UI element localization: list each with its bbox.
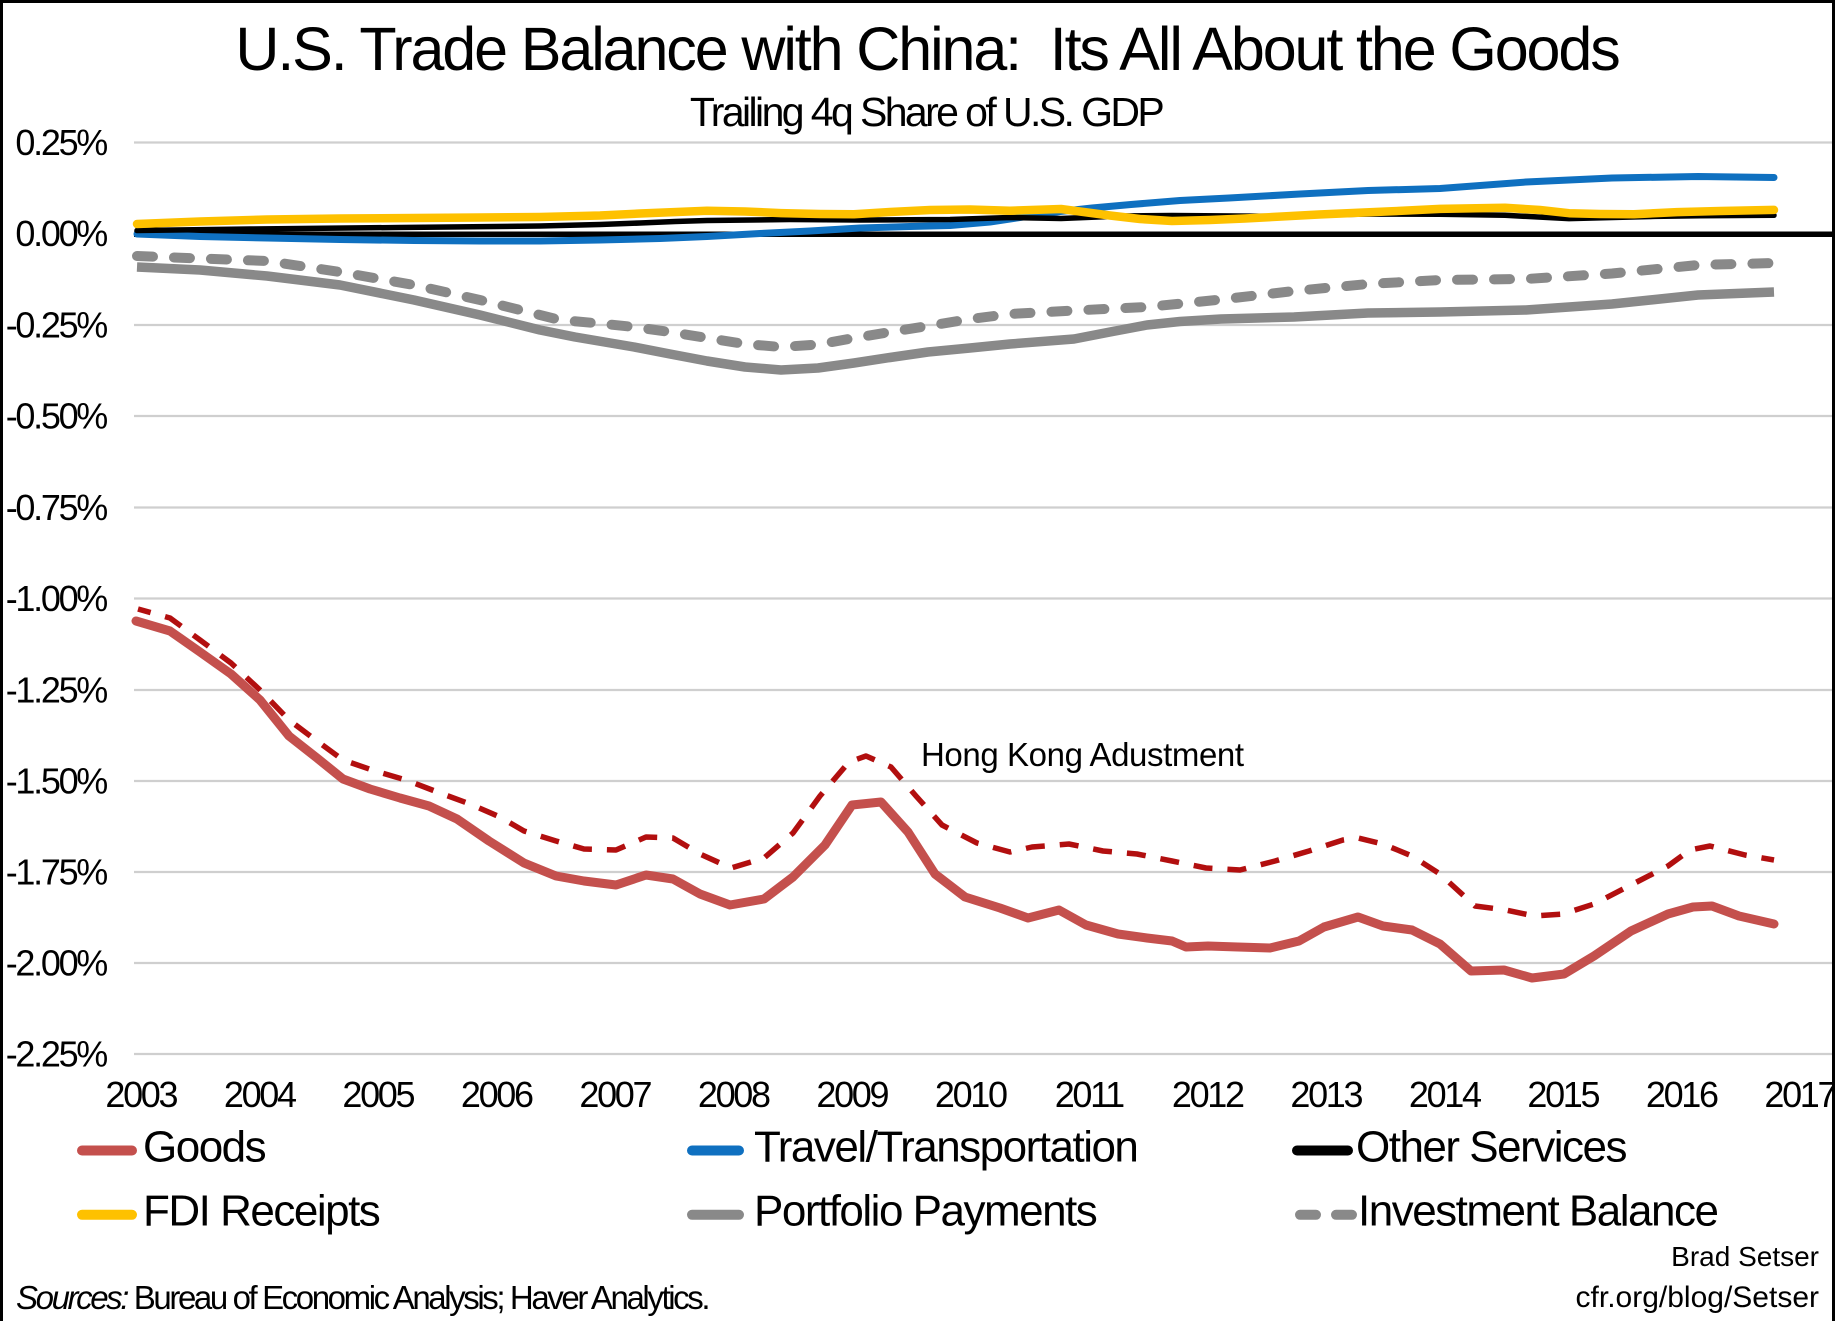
svg-text:Trailing 4q Share of U.S. GDP: Trailing 4q Share of U.S. GDP xyxy=(690,89,1164,135)
svg-text:2013: 2013 xyxy=(1290,1074,1362,1115)
svg-text:cfr.org/blog/Setser: cfr.org/blog/Setser xyxy=(1576,1281,1819,1314)
svg-text:2017: 2017 xyxy=(1764,1074,1835,1115)
svg-text:Brad Setser: Brad Setser xyxy=(1671,1241,1819,1272)
svg-text:-0.50%: -0.50% xyxy=(6,396,108,437)
svg-text:2010: 2010 xyxy=(935,1074,1007,1115)
svg-text:Other Services: Other Services xyxy=(1356,1123,1626,1172)
svg-text:FDI Receipts: FDI Receipts xyxy=(143,1187,380,1236)
svg-text:2008: 2008 xyxy=(698,1074,770,1115)
svg-text:Sources: Bureau of Economic An: Sources: Bureau of Economic Analysis; Ha… xyxy=(16,1279,708,1316)
svg-text:-1.00%: -1.00% xyxy=(6,578,108,619)
svg-text:2004: 2004 xyxy=(224,1074,296,1115)
svg-text:2003: 2003 xyxy=(105,1074,177,1115)
svg-text:2006: 2006 xyxy=(461,1074,533,1115)
svg-text:Investment Balance: Investment Balance xyxy=(1358,1187,1717,1236)
svg-text:-1.50%: -1.50% xyxy=(6,761,108,802)
svg-text:-0.75%: -0.75% xyxy=(6,487,108,528)
svg-text:Travel/Transportation: Travel/Transportation xyxy=(754,1123,1137,1172)
svg-text:2005: 2005 xyxy=(342,1074,414,1115)
svg-text:U.S. Trade Balance with China:: U.S. Trade Balance with China: Its All A… xyxy=(235,15,1619,83)
svg-text:-1.75%: -1.75% xyxy=(6,852,108,893)
svg-text:-0.25%: -0.25% xyxy=(6,305,108,346)
svg-text:2007: 2007 xyxy=(579,1074,651,1115)
svg-text:Hong Kong Adustment: Hong Kong Adustment xyxy=(921,736,1244,773)
svg-text:Portfolio Payments: Portfolio Payments xyxy=(754,1187,1097,1236)
svg-text:Goods: Goods xyxy=(143,1123,266,1172)
svg-text:0.00%: 0.00% xyxy=(15,213,107,254)
svg-text:-2.00%: -2.00% xyxy=(6,943,108,984)
svg-text:2012: 2012 xyxy=(1172,1074,1244,1115)
svg-text:2016: 2016 xyxy=(1646,1074,1718,1115)
svg-text:0.25%: 0.25% xyxy=(15,122,107,163)
svg-text:-2.25%: -2.25% xyxy=(6,1034,108,1075)
svg-text:2009: 2009 xyxy=(816,1074,888,1115)
svg-text:2014: 2014 xyxy=(1409,1074,1481,1115)
svg-text:2011: 2011 xyxy=(1055,1074,1124,1115)
svg-text:-1.25%: -1.25% xyxy=(6,670,108,711)
svg-text:2015: 2015 xyxy=(1527,1074,1599,1115)
